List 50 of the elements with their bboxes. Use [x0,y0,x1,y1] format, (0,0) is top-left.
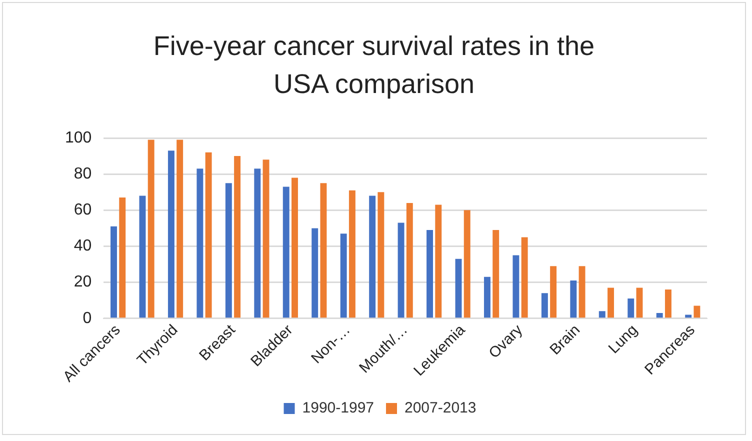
y-tick-label: 100 [64,129,92,146]
bar [435,204,442,318]
bar [492,230,500,318]
bar [234,156,241,318]
bar [348,190,356,318]
chart-title: Five-year cancer survival rates in the USA comparison [152,30,596,101]
bar [426,230,433,318]
bar [196,168,204,318]
bar [406,202,413,318]
y-tick-label: 0 [82,310,92,327]
bar [464,210,470,318]
bar [254,168,261,318]
bar [455,258,462,318]
y-tick-label: 40 [74,238,92,255]
bar [578,266,586,318]
bar [541,293,548,318]
y-tick-label: 20 [74,274,92,291]
bar [110,226,117,318]
bar [608,288,614,318]
bar [628,298,634,318]
bar [570,280,577,318]
bar [139,196,146,318]
bar [262,160,270,318]
bar [176,140,184,318]
bar [484,276,490,318]
y-tick-label: 60 [74,202,92,219]
y-tick-label: 80 [74,165,92,182]
bar [312,228,318,318]
bar [340,234,347,318]
bar [282,186,290,318]
legend-label: 2007-2013 [404,400,476,417]
bar [225,183,232,318]
bar [550,266,557,318]
legend-label: 1990-1997 [302,400,374,417]
bar [598,311,606,318]
bar [205,152,212,318]
bar [656,312,663,318]
bar [521,237,528,318]
bar [119,198,126,318]
bar [378,192,384,318]
bar [369,196,376,318]
bar [664,290,672,318]
bar [292,178,298,318]
bar [148,140,154,318]
bar [168,150,174,318]
bar [320,183,327,318]
bar [512,255,520,318]
bar [636,288,643,318]
bar [398,222,404,318]
bar [694,306,700,318]
